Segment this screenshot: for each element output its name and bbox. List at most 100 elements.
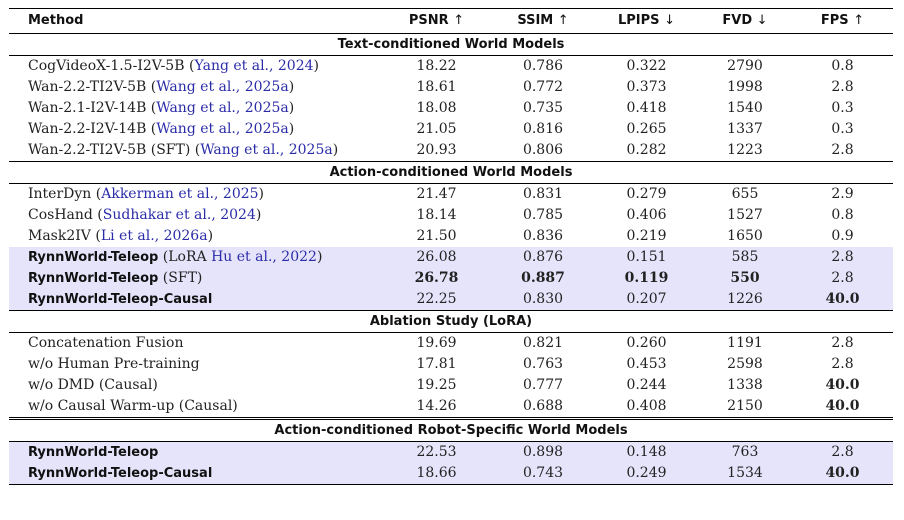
metric-cell: 0.322 [595, 55, 698, 77]
text-span: ) [316, 249, 323, 265]
metric-cell: 0.3 [831, 100, 854, 116]
metric-cell: 0.9 [831, 228, 854, 244]
metric-cell: 18.66 [382, 463, 491, 485]
table-row-highlighted: RynnWorld-Teleop-Causal 18.66 0.743 0.249 1… [9, 463, 893, 485]
metric-cell: 26.08 [382, 247, 491, 268]
arrow-down-icon: ↓ [664, 13, 675, 28]
table-row-highlighted: RynnWorld-Teleop 22.53 0.898 0.148 763 2.8 [9, 441, 893, 463]
metric-cell: 585 [698, 247, 792, 268]
citation-link[interactable]: Wang et al., 2025a [156, 121, 289, 137]
metric-cell: 0.453 [626, 356, 667, 372]
metric-cell: 21.05 [416, 121, 457, 137]
text-span: Wan-2.2-TI2V-5B (SFT) [28, 142, 191, 158]
text-span: RynnWorld-Teleop-Causal [28, 292, 213, 307]
citation-link[interactable]: Yang et al., 2024 [194, 58, 314, 74]
metric-cell: 0.836 [522, 228, 564, 244]
metric-cell: 0.282 [626, 142, 667, 158]
text-span: SSIM [517, 13, 554, 28]
arrow-down-icon: ↓ [756, 13, 768, 28]
method-cell: RynnWorld-Teleop-Causal [9, 289, 382, 311]
metric-cell: 1223 [727, 142, 763, 158]
arrow-up-icon: ↑ [453, 13, 465, 28]
metric-cell: 0.785 [522, 207, 564, 223]
method-cell: Ablation Study (LoRA) [9, 310, 893, 333]
metric-cell: 2.9 [792, 183, 893, 205]
text-span: Method [28, 13, 84, 28]
metric-cell: 1338 [727, 377, 763, 393]
table-row: Wan-2.2-TI2V-5B (SFT) (Wang et al., 2025… [9, 140, 893, 162]
metric-cell: 40.0 [825, 398, 860, 414]
metric-cell: 1650 [727, 228, 763, 244]
metric-cell: 1540 [727, 100, 763, 116]
metric-cell: 0.406 [626, 207, 667, 223]
metric-cell: 0.249 [595, 463, 698, 485]
metric-cell: 0.265 [626, 121, 667, 137]
ssim-header: SSIM ↑ [491, 9, 595, 34]
method-cell: w/o Human Pre-training [28, 356, 200, 372]
text-span: (LoRA [162, 249, 212, 265]
table-row-highlighted: RynnWorld-Teleop (SFT) 26.78 0.887 0.119 55… [9, 268, 893, 289]
table-row: w/o DMD (Causal) 19.25 0.777 0.244 1338 40.0 [9, 375, 893, 396]
header-row: Method PSNR ↑ SSIM ↑ LPIPS ↓ FVD ↓ FPS ↑ [9, 8, 893, 34]
metric-cell: 2.8 [792, 332, 893, 354]
text-span: PSNR [408, 13, 449, 28]
metric-cell: 1191 [698, 332, 792, 354]
table-row: CogVideoX-1.5-I2V-5B (Yang et al., 2024)… [9, 55, 893, 77]
citation-link[interactable]: Li et al., 2026a [100, 228, 208, 244]
metric-cell: 0.735 [522, 100, 564, 116]
text-span: CogVideoX-1.5-I2V-5B [28, 58, 185, 74]
section-header: Text-conditioned World Models [9, 34, 893, 56]
citation-link[interactable]: Akkerman et al., 2025 [101, 186, 259, 202]
citation-link[interactable]: Wang et al., 2025a [156, 100, 289, 116]
metric-cell: 0.279 [595, 183, 698, 205]
citation-link[interactable]: Hu et al., 2022 [211, 249, 317, 265]
text-span: RynnWorld-Teleop [28, 250, 159, 265]
metric-cell: 0.119 [595, 268, 698, 289]
fps-header: FPS ↑ [792, 9, 893, 34]
metric-cell: 0.151 [595, 247, 698, 268]
metric-cell: 20.93 [416, 142, 457, 158]
method-cell: RynnWorld-Teleop [9, 441, 382, 463]
metric-cell: 1226 [698, 289, 792, 311]
metric-cell: 21.47 [382, 183, 491, 205]
table-row: Wan-2.2-I2V-14B (Wang et al., 2025a) 21.… [9, 119, 893, 140]
metric-cell: 18.22 [382, 55, 491, 77]
metric-cell: 22.25 [382, 289, 491, 311]
table-row: Mask2IV (Li et al., 2026a) 21.50 0.836 0.2… [9, 226, 893, 247]
metric-cell: 0.876 [491, 247, 595, 268]
method-cell: Mask2IV (Li et al., 2026a) [28, 228, 214, 244]
method-cell: Concatenation Fusion [9, 332, 382, 354]
metric-cell: 0.898 [491, 441, 595, 463]
metric-cell: 19.69 [382, 332, 491, 354]
method-cell: CogVideoX-1.5-I2V-5B (Yang et al., 2024) [9, 55, 382, 77]
metric-cell: 2.8 [831, 142, 854, 158]
text-span: LPIPS [618, 13, 660, 28]
method-cell: w/o DMD (Causal) [28, 377, 158, 393]
metric-cell: 655 [698, 183, 792, 205]
metric-cell: 0.806 [522, 142, 564, 158]
method-cell: w/o Causal Warm-up (Causal) [28, 398, 238, 414]
metric-cell: 0.207 [595, 289, 698, 311]
metric-cell: 2.8 [792, 441, 893, 463]
metric-cell: 26.78 [382, 268, 491, 289]
citation-link[interactable]: Sudhakar et al., 2024 [102, 207, 256, 223]
table-row: Wan-2.2-TI2V-5B (Wang et al., 2025a) 18.… [9, 77, 893, 98]
metric-cell: 0.688 [522, 398, 564, 414]
method-cell: Wan-2.2-I2V-14B (Wang et al., 2025a) [28, 121, 295, 137]
method-cell: Wan-2.2-TI2V-5B (SFT) (Wang et al., 2025… [28, 142, 339, 158]
text-span: Wan-2.2-I2V-14B [28, 121, 147, 137]
psnr-header: PSNR ↑ [382, 9, 491, 34]
metric-cell: 0.8 [831, 207, 854, 223]
citation-link[interactable]: Wang et al., 2025a [156, 79, 289, 95]
metric-cell: 2.8 [831, 79, 854, 95]
citation-link[interactable]: Wang et al., 2025a [200, 142, 333, 158]
text-span: RynnWorld-Teleop [28, 271, 159, 286]
metric-cell: 763 [698, 441, 792, 463]
metric-cell: 2150 [727, 398, 763, 414]
metric-cell: 40.0 [792, 463, 893, 485]
method-cell: CosHand (Sudhakar et al., 2024) [28, 207, 262, 223]
section-header: Action-conditioned Robot-Specific World … [9, 417, 893, 442]
metric-cell: 0.260 [595, 332, 698, 354]
results-table: Method PSNR ↑ SSIM ↑ LPIPS ↓ FVD ↓ FPS ↑… [9, 8, 893, 485]
text-span: RynnWorld-Teleop-Causal [28, 466, 213, 481]
